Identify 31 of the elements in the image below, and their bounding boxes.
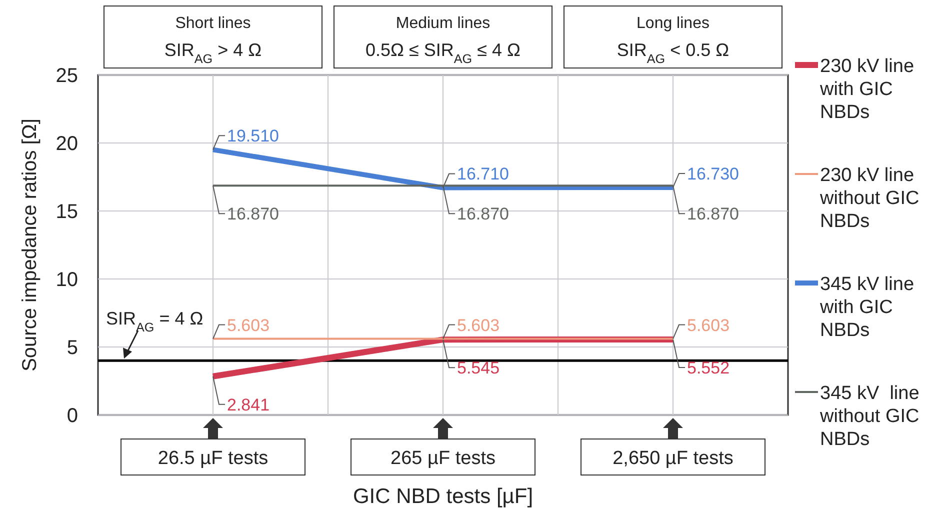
data-label: 16.710 — [457, 164, 509, 184]
x-tick-label: 2,650 µF tests — [612, 448, 734, 469]
data-label: 2.841 — [227, 395, 270, 414]
text: Medium lines 0.5Ω ≤ SIR$_{AG}$ ≤ 4 Ω — [366, 15, 520, 66]
x-tick-label: 26.5 µF tests — [158, 448, 268, 469]
y-tick-label: 25 — [56, 65, 78, 87]
y-tick-label: 20 — [56, 133, 78, 155]
data-label: 19.510 — [227, 126, 279, 146]
data-label: 5.603 — [687, 316, 730, 335]
y-tick-label: 5 — [66, 337, 78, 359]
legend-label: 345 kV line without GIC NBDs — [819, 383, 920, 450]
data-label: 5.545 — [457, 358, 500, 378]
legend-label: 230 kV line with GIC NBDs — [819, 56, 914, 123]
data-label: 16.870 — [457, 204, 509, 224]
data-label: 16.870 — [227, 204, 279, 224]
data-label: 5.603 — [457, 316, 500, 335]
data-label: 5.552 — [687, 358, 730, 378]
data-label: 16.870 — [687, 204, 739, 224]
legend-label: 230 kV line without GIC NBDs — [819, 165, 920, 232]
text: Long lines SIR$_{AG}$ < 0.5 Ω — [616, 15, 730, 66]
legend-label: 345 kV line with GIC NBDs — [819, 274, 914, 341]
y-tick-label: 15 — [56, 201, 78, 223]
y-axis-title: Source impedance ratios [Ω] — [19, 118, 41, 372]
data-label: 5.603 — [227, 316, 270, 335]
x-tick-label: 265 µF tests — [390, 448, 496, 469]
ref-line-label: SIR$_{AG}$ = 4 Ω — [106, 308, 204, 335]
y-tick-label: 10 — [56, 269, 78, 291]
text: Short lines SIR$_{AG}$ > 4 Ω — [164, 15, 262, 66]
x-axis-title: GIC NBD tests [µF] — [352, 485, 534, 508]
y-tick-label: 0 — [66, 405, 78, 427]
data-label: 16.730 — [687, 164, 739, 184]
